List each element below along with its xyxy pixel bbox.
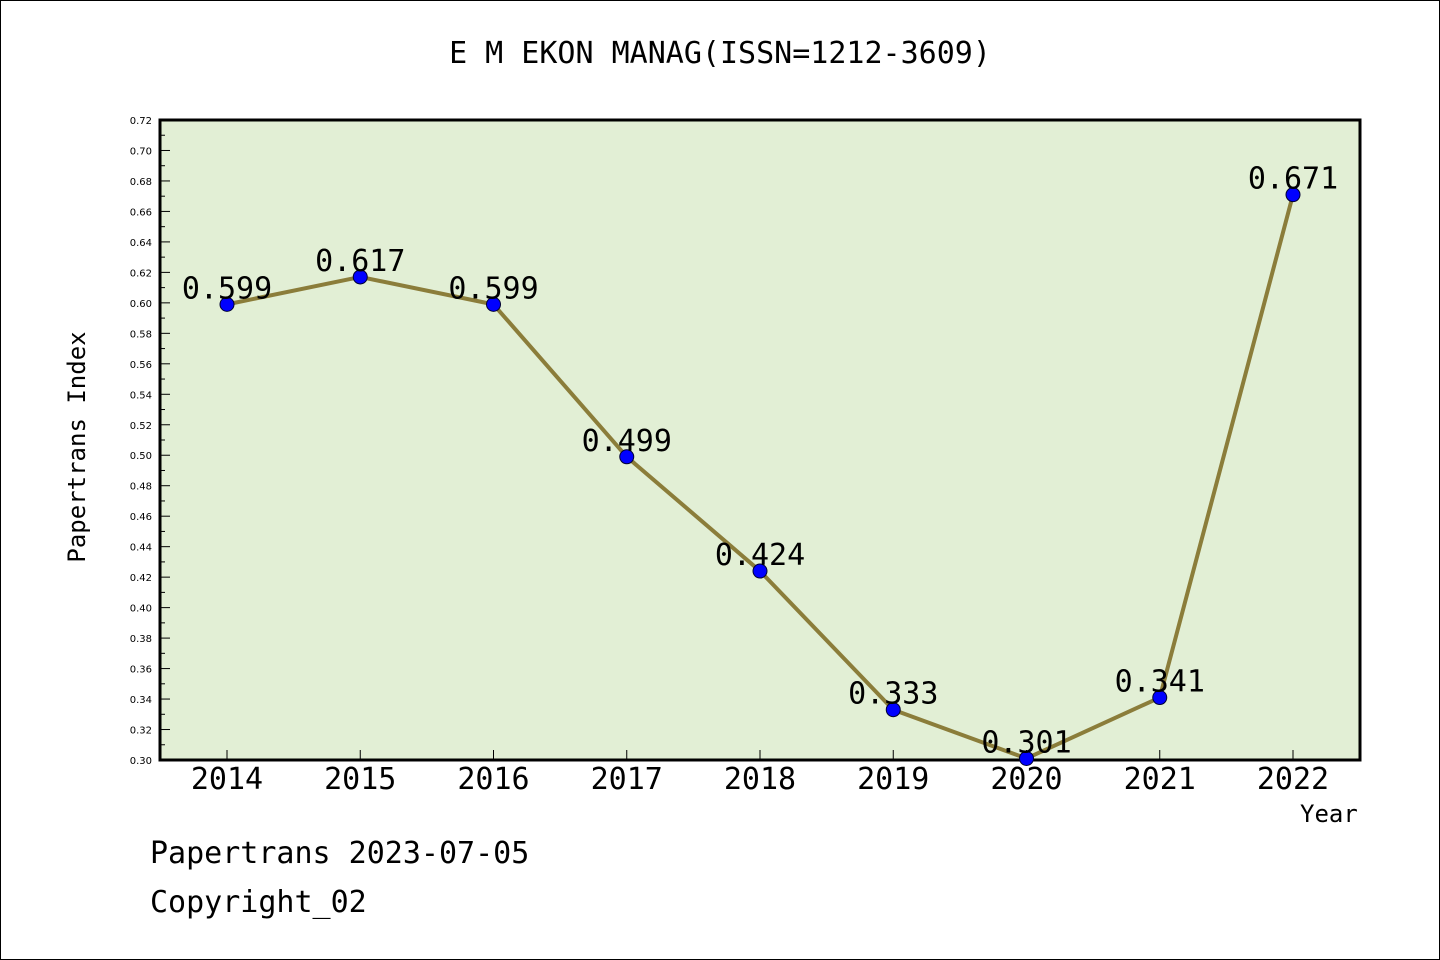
y-tick-label: 0.50 [130, 451, 152, 462]
y-tick-label: 0.40 [130, 604, 152, 615]
x-tick-label: 2017 [591, 762, 663, 797]
data-label: 0.599 [182, 271, 272, 306]
data-point-marker [1285, 187, 1301, 203]
data-point-marker [1019, 750, 1034, 766]
y-tick-label: 0.60 [130, 299, 152, 310]
x-tick-label: 2022 [1257, 762, 1329, 797]
x-tick-label: 2016 [457, 762, 529, 797]
y-tick-label: 0.72 [130, 116, 152, 127]
y-tick-label: 0.62 [130, 268, 152, 279]
data-label-layer: 0.599 0.617 0.599 0.499 0.424 0.333 0.301 0.341… [182, 162, 1338, 761]
y-tick-label: 0.54 [130, 390, 152, 401]
footer-date-text: Papertrans 2023-07-05 [150, 836, 530, 871]
data-point-marker [1152, 690, 1168, 706]
x-tick-label: 2015 [324, 762, 396, 797]
y-tick-label: 0.38 [130, 634, 152, 645]
data-label: 0.333 [848, 677, 938, 712]
data-label: 0.424 [715, 538, 805, 573]
y-tick-label: 0.46 [130, 512, 152, 523]
data-point-marker [219, 296, 235, 312]
data-point-marker [352, 269, 368, 285]
y-tick-label: 0.70 [130, 146, 152, 157]
footer-copyright-text: Copyright_02 [150, 885, 367, 920]
marker-layer [219, 187, 1301, 766]
x-tick-label: 2020 [990, 762, 1062, 797]
data-label: 0.671 [1248, 162, 1338, 197]
data-point-marker [752, 563, 768, 579]
y-axis-label: Papertrans Index [63, 331, 91, 563]
data-point-marker [486, 296, 501, 312]
data-label: 0.617 [315, 244, 405, 279]
y-tick-label: 0.32 [130, 726, 152, 737]
data-label: 0.499 [582, 424, 672, 459]
x-axis: 2014 2015 2016 2017 2018 2019 2020 2021 2022 [191, 750, 1329, 797]
data-point-marker [619, 449, 635, 465]
chart-title: E M EKON MANAG(ISSN=1212-3609) [449, 36, 991, 71]
x-tick-label: 2018 [724, 762, 796, 797]
data-label: 0.599 [448, 271, 538, 306]
y-tick-label: 0.56 [130, 360, 152, 371]
x-axis-label: Year [1300, 800, 1358, 828]
x-tick-label: 2019 [857, 762, 929, 797]
plot-area [158, 118, 1362, 762]
data-label: 0.341 [1115, 665, 1205, 700]
y-tick-label: 0.58 [130, 329, 152, 340]
x-tick-label: 2014 [191, 762, 263, 797]
x-tick-label: 2021 [1124, 762, 1196, 797]
y-tick-label: 0.44 [130, 543, 152, 554]
y-tick-label: 0.64 [130, 238, 152, 249]
y-axis: 0.30 0.32 0.34 0.36 0.38 0.40 0.42 0.44 0.46 0.48… [130, 116, 170, 767]
data-point-marker [885, 702, 901, 718]
y-tick-label: 0.30 [130, 756, 152, 767]
y-tick-label: 0.36 [130, 665, 152, 676]
y-tick-label: 0.48 [130, 482, 152, 493]
data-label: 0.301 [981, 725, 1071, 760]
y-tick-label: 0.42 [130, 573, 152, 584]
y-tick-label: 0.66 [130, 207, 152, 218]
y-tick-label: 0.52 [130, 421, 152, 432]
y-tick-label: 0.68 [130, 177, 152, 188]
y-tick-label: 0.34 [130, 695, 152, 706]
